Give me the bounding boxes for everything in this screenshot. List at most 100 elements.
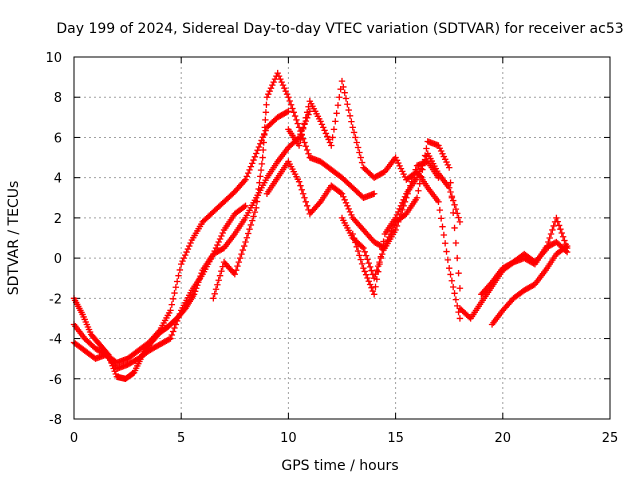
data-point bbox=[337, 189, 344, 196]
data-point bbox=[380, 238, 387, 245]
data-point bbox=[219, 229, 226, 237]
data-point bbox=[342, 95, 350, 102]
data-point bbox=[254, 192, 262, 199]
axis-ticks: 0 5 10 15 20 25 -8 -6 -4 -2 0 2 4 6 8 10 bbox=[45, 51, 618, 446]
data-point bbox=[419, 162, 426, 169]
data-point bbox=[338, 77, 346, 85]
data-point bbox=[165, 336, 173, 343]
data-point bbox=[261, 124, 269, 131]
data-point bbox=[559, 233, 567, 240]
data-point bbox=[212, 244, 220, 252]
data-point bbox=[354, 247, 362, 255]
data-point bbox=[235, 258, 243, 266]
x-tick-label: 0 bbox=[70, 431, 78, 446]
data-point bbox=[171, 289, 178, 297]
data-point bbox=[416, 168, 423, 175]
data-point bbox=[303, 146, 311, 154]
data-point bbox=[251, 208, 259, 216]
data-point bbox=[297, 182, 304, 189]
data-point bbox=[417, 165, 425, 172]
x-tick-label: 20 bbox=[495, 431, 512, 446]
y-axis-label: SDTVAR / TECUs bbox=[6, 181, 22, 296]
data-point bbox=[373, 276, 381, 283]
data-point bbox=[348, 118, 355, 125]
data-point bbox=[369, 287, 377, 295]
data-point bbox=[353, 139, 360, 146]
data-point bbox=[456, 315, 464, 322]
x-tick-label: 15 bbox=[387, 431, 404, 446]
data-point bbox=[263, 94, 271, 101]
data-point bbox=[283, 91, 291, 98]
data-point bbox=[210, 295, 217, 302]
data-point bbox=[553, 214, 560, 222]
data-point bbox=[183, 248, 190, 256]
data-point bbox=[368, 284, 375, 291]
data-point bbox=[302, 198, 310, 205]
x-tick-label: 10 bbox=[280, 431, 297, 446]
data-point bbox=[318, 121, 326, 128]
data-point bbox=[247, 163, 255, 170]
data-point bbox=[332, 118, 339, 125]
data-point bbox=[184, 245, 192, 253]
data-point bbox=[374, 268, 382, 275]
data-point bbox=[277, 75, 284, 83]
data-point bbox=[239, 246, 247, 254]
y-tick-label: -8 bbox=[49, 413, 62, 428]
data-point bbox=[286, 97, 293, 105]
data-point bbox=[373, 266, 381, 274]
data-point bbox=[305, 150, 312, 157]
data-point bbox=[275, 72, 283, 80]
data-point bbox=[446, 184, 453, 191]
data-point bbox=[291, 112, 299, 120]
data-point bbox=[176, 266, 184, 274]
data-point bbox=[238, 250, 245, 258]
data-point bbox=[377, 253, 385, 260]
data-point bbox=[451, 224, 458, 232]
data-point bbox=[352, 134, 359, 141]
data-point bbox=[303, 109, 311, 116]
data-point bbox=[295, 178, 303, 185]
data-point bbox=[297, 136, 304, 144]
data-point bbox=[253, 204, 260, 212]
data-point bbox=[260, 139, 267, 146]
series-track-3 bbox=[70, 202, 249, 382]
data-point bbox=[372, 283, 379, 290]
data-point bbox=[443, 248, 450, 255]
data-point bbox=[321, 127, 328, 134]
data-point bbox=[448, 277, 456, 284]
data-point bbox=[413, 174, 421, 181]
data-point bbox=[218, 267, 225, 275]
data-point bbox=[329, 134, 336, 141]
data-point bbox=[365, 259, 372, 267]
data-point bbox=[435, 198, 442, 205]
data-point bbox=[301, 139, 308, 146]
data-point bbox=[358, 260, 366, 268]
plot-frame bbox=[73, 56, 611, 420]
data-point bbox=[399, 199, 406, 207]
data-point bbox=[197, 273, 204, 280]
data-point bbox=[215, 277, 222, 284]
data-point bbox=[218, 232, 225, 240]
data-point bbox=[342, 199, 350, 207]
data-point bbox=[346, 208, 354, 216]
data-point bbox=[216, 235, 224, 243]
series-track-8 bbox=[349, 150, 464, 298]
data-point bbox=[349, 124, 356, 131]
y-tick-label: 8 bbox=[54, 91, 62, 106]
data-point bbox=[210, 250, 217, 258]
data-point bbox=[242, 202, 249, 210]
data-point bbox=[362, 271, 370, 278]
data-point bbox=[180, 254, 188, 262]
data-point bbox=[242, 176, 249, 183]
data-point bbox=[336, 94, 343, 101]
data-point bbox=[293, 116, 300, 124]
data-point bbox=[243, 173, 251, 180]
data-point bbox=[400, 196, 407, 203]
chart-title: Day 199 of 2024, Sidereal Day-to-day VTE… bbox=[56, 21, 623, 37]
data-point bbox=[167, 307, 174, 314]
series-track-9 bbox=[456, 214, 571, 322]
data-point bbox=[262, 116, 269, 124]
data-point bbox=[546, 234, 553, 242]
data-point bbox=[294, 120, 301, 127]
